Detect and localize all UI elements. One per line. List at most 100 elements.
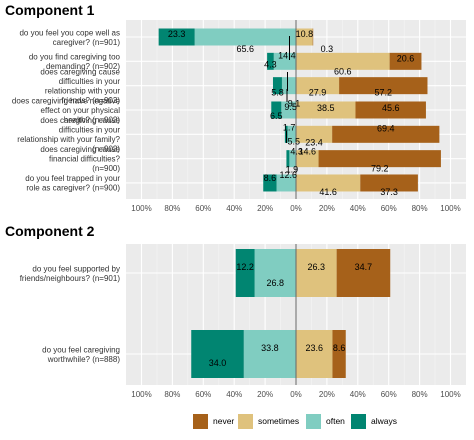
bar-sometimes (296, 77, 340, 95)
data-label-sometimes: 60.6 (334, 66, 352, 76)
category-label: do you feel caregiving worthwhile? (n=888… (42, 345, 120, 364)
x-tick-label: 100% (440, 204, 460, 213)
bar-always (271, 101, 282, 119)
data-label-often: 5.5 (287, 136, 300, 146)
data-label-always: 1.7 (283, 122, 296, 132)
data-label-sometimes: 38.5 (317, 103, 335, 113)
data-label-often: 9.1 (288, 99, 301, 109)
bar-never (332, 330, 346, 378)
legend-label-often: often (326, 416, 345, 426)
category-label: does caregiving cause financial difficult… (40, 145, 120, 173)
x-tick-label: 0% (290, 390, 302, 399)
data-label-always: 12.2 (236, 262, 254, 272)
bar-sometimes (296, 174, 361, 192)
panel-1: Component 1 100% 80% 60% 40% 20% 0% 20% 40% 60% 80… (5, 2, 466, 213)
data-label-sometimes: 10.8 (296, 29, 314, 39)
data-label-often: 9.5 (284, 102, 297, 112)
legend-label-sometimes: sometimes (258, 416, 299, 426)
x-tick-label: 100% (131, 204, 151, 213)
bar-always (158, 28, 195, 46)
bar-never (332, 125, 440, 143)
x-tick-label: 100% (440, 390, 460, 399)
bar-always (286, 150, 290, 168)
data-label-sometimes: 41.6 (319, 187, 337, 197)
bar-never (360, 174, 418, 192)
legend-swatch-always (351, 414, 366, 429)
x-tick-label: 80% (164, 204, 180, 213)
panel-2: Component 2 100% 80% 60% 40% 20% 0% 20% 40% 60% 80… (5, 223, 466, 399)
category-label: does caregiving cause difficulties in you… (17, 116, 120, 154)
bar-often (273, 52, 296, 70)
bar-often (281, 101, 296, 119)
bar-never (389, 52, 422, 70)
x-tick-label: 40% (350, 204, 366, 213)
data-label-always: 8.6 (264, 173, 277, 183)
bar-always (235, 249, 255, 297)
data-label-often: 65.6 (237, 44, 255, 54)
category-label: do you find caregiving too demanding? (n=… (29, 53, 121, 72)
category-label: do you feel you cope well as caregiver? (… (19, 28, 120, 47)
x-tick-label: 100% (131, 390, 151, 399)
data-label-never: 8.6 (333, 343, 346, 353)
data-label-always: 1.9 (286, 165, 299, 175)
bar-always (272, 77, 282, 95)
x-tick-label: 20% (319, 204, 335, 213)
legend-swatch-never (193, 414, 208, 429)
x-tick-label: 20% (257, 204, 273, 213)
bar-never (312, 28, 314, 46)
legend-label-never: never (213, 416, 234, 426)
x-tick-label: 80% (412, 390, 428, 399)
category-label: does caregiving cause difficulties in you… (40, 67, 120, 105)
x-tick-label: 60% (381, 390, 397, 399)
category-label: do you feel supported by friends/neighbou… (20, 264, 121, 283)
data-label-often: 14.4 (278, 50, 296, 60)
data-label-always: 34.0 (209, 358, 227, 368)
data-label-sometimes: 27.9 (309, 88, 327, 98)
data-label-sometimes: 14.6 (299, 147, 317, 157)
bar-often (254, 249, 296, 297)
data-label-never: 34.7 (355, 262, 373, 272)
bar-sometimes (296, 125, 333, 143)
x-tick-label: 60% (195, 390, 211, 399)
x-tick-label: 80% (412, 204, 428, 213)
legend-swatch-sometimes (238, 414, 253, 429)
bar-sometimes (296, 101, 356, 119)
bar-often (287, 125, 296, 143)
x-tick-label: 60% (381, 204, 397, 213)
data-label-never: 20.6 (397, 53, 415, 63)
data-label-sometimes: 26.3 (308, 262, 326, 272)
panel-title: Component 2 (5, 223, 95, 239)
data-label-often: 33.8 (261, 343, 279, 353)
bar-always (191, 330, 244, 378)
data-label-often: 4.3 (290, 147, 303, 157)
x-tick-label: 40% (350, 390, 366, 399)
data-label-never: 57.2 (375, 88, 393, 98)
bar-often (289, 150, 296, 168)
x-tick-label: 60% (195, 204, 211, 213)
data-label-often: 12.6 (280, 170, 298, 180)
bar-never (318, 150, 441, 168)
bar-often (276, 174, 296, 192)
x-tick-label: 80% (164, 390, 180, 399)
x-tick-label: 0% (290, 204, 302, 213)
data-label-never: 0.3 (321, 44, 334, 54)
bar-often (194, 28, 296, 46)
bar-never (336, 249, 391, 297)
data-label-never: 79.2 (371, 164, 389, 174)
data-label-always: 6.5 (270, 111, 283, 121)
panel-title: Component 1 (5, 2, 95, 18)
data-label-never: 45.6 (382, 103, 400, 113)
data-label-never: 69.4 (377, 123, 395, 133)
data-label-always: 23.3 (168, 29, 186, 39)
legend: never sometimes often always (193, 414, 397, 429)
data-label-sometimes: 23.4 (305, 137, 323, 147)
x-tick-label: 20% (319, 390, 335, 399)
bar-sometimes (296, 52, 390, 70)
x-tick-label: 20% (257, 390, 273, 399)
data-label-never: 37.3 (380, 187, 398, 197)
bar-sometimes (296, 249, 337, 297)
bar-never (355, 101, 426, 119)
data-label-always: 5.8 (271, 88, 284, 98)
data-label-sometimes: 23.6 (305, 343, 323, 353)
bar-never (339, 77, 428, 95)
